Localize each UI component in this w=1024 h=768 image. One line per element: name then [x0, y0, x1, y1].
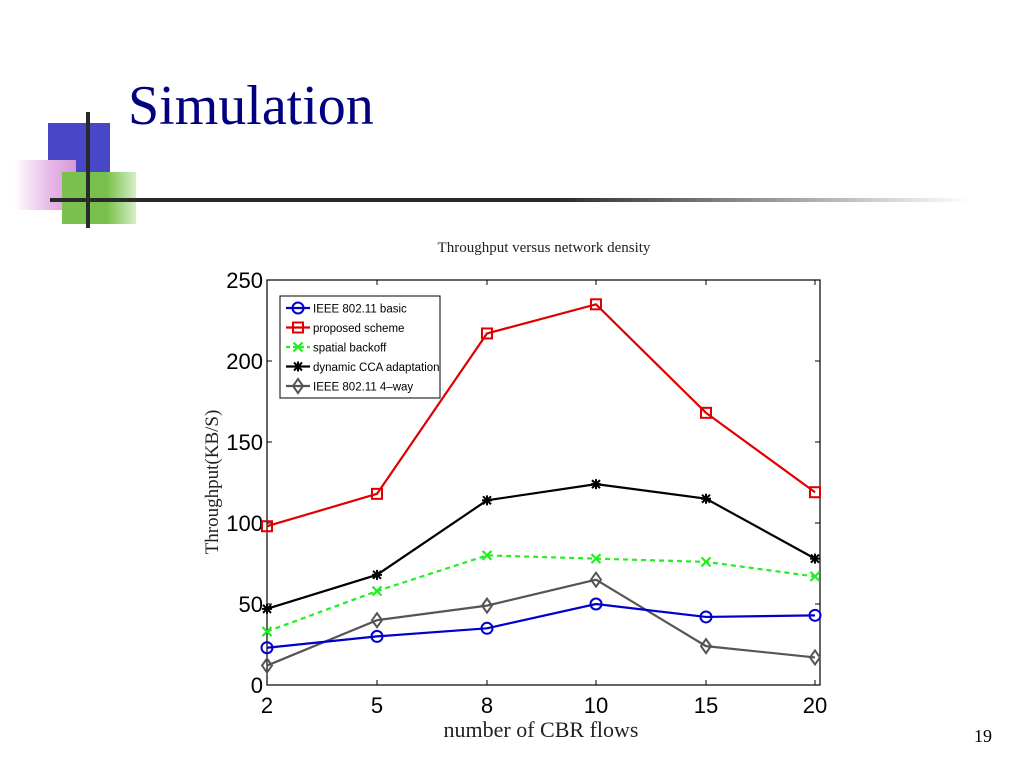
- data-point: [261, 626, 273, 637]
- x-tick-label: 15: [694, 693, 718, 718]
- data-point: [260, 641, 274, 655]
- y-tick-label: 200: [226, 349, 263, 374]
- y-tick-label: 100: [226, 511, 263, 536]
- data-point: [701, 493, 711, 504]
- x-axis-label: number of CBR flows: [444, 717, 639, 742]
- data-point: [809, 571, 821, 582]
- data-point: [808, 608, 822, 622]
- legend-marker: [292, 341, 304, 353]
- data-point: [809, 486, 821, 499]
- series-spatial-backoff: [261, 550, 821, 637]
- y-tick-label: 250: [226, 268, 263, 293]
- y-tick-label: 0: [251, 673, 263, 698]
- data-point: [590, 553, 602, 564]
- data-point: [700, 406, 712, 419]
- data-point: [372, 569, 382, 580]
- data-point: [589, 597, 603, 611]
- series-ieee-802-11-4-way: [260, 570, 822, 675]
- legend-marker: [291, 301, 305, 315]
- series-line: [266, 554, 816, 633]
- data-point: [480, 596, 494, 615]
- y-tick-label: 150: [226, 430, 263, 455]
- chart-title: Throughput versus network density: [438, 240, 651, 256]
- x-tick-label: 8: [481, 693, 493, 718]
- legend-entry: dynamic CCA adaptation: [286, 361, 440, 374]
- data-point: [482, 495, 492, 506]
- data-point: [481, 327, 493, 340]
- legend-entry: IEEE 802.11 4–way: [286, 377, 413, 395]
- data-point: [699, 637, 713, 655]
- series-line: [266, 602, 816, 649]
- data-point: [590, 298, 602, 311]
- data-point: [480, 621, 494, 635]
- slide-title: Simulation: [128, 75, 374, 137]
- legend-marker: [293, 361, 303, 372]
- legend-label: IEEE 802.11 4–way: [313, 382, 413, 394]
- series-dynamic-cca-adaptation: [262, 479, 820, 614]
- data-point: [370, 629, 384, 643]
- plot-frame: [266, 279, 821, 686]
- series-proposed-scheme: [261, 298, 821, 533]
- series-line: [266, 303, 816, 528]
- legend-entry: IEEE 802.11 basic: [286, 301, 407, 316]
- legend-box: [279, 295, 441, 399]
- legend-marker: [291, 377, 305, 395]
- legend-entry: proposed scheme: [286, 321, 404, 335]
- series-ieee-802-11-basic: [260, 597, 822, 655]
- x-tick-label: 2: [261, 693, 273, 718]
- data-point: [481, 550, 493, 561]
- legend-label: dynamic CCA adaptation: [313, 362, 440, 374]
- data-point: [808, 648, 822, 667]
- data-point: [591, 479, 601, 490]
- y-axis-label: Throughput(KB/S): [202, 410, 223, 555]
- data-point: [700, 556, 712, 568]
- x-tick-label: 5: [371, 693, 383, 718]
- data-point: [260, 656, 274, 675]
- decor-vertical-line: [86, 112, 90, 228]
- legend-label: IEEE 802.11 basic: [313, 304, 407, 316]
- legend: IEEE 802.11 basic proposed scheme spatial …: [279, 295, 441, 399]
- data-point: [371, 585, 383, 597]
- series-line: [266, 483, 816, 610]
- data-point: [589, 570, 603, 589]
- series-layer: [260, 298, 822, 675]
- x-axis: 2 5 8 10 15 20: [261, 280, 827, 718]
- data-point: [261, 520, 273, 533]
- legend-label: proposed scheme: [313, 323, 404, 335]
- page-number: 19: [974, 726, 992, 746]
- y-tick-label: 50: [239, 592, 263, 617]
- data-point: [370, 611, 384, 629]
- legend-entry: spatial backoff: [286, 341, 387, 355]
- legend-marker: [292, 321, 304, 334]
- data-point: [699, 610, 713, 624]
- x-tick-label: 10: [584, 693, 608, 718]
- x-tick-label: 20: [803, 693, 827, 718]
- data-point: [371, 487, 383, 500]
- decor-horizontal-line: [50, 198, 970, 202]
- legend-label: spatial backoff: [313, 343, 387, 355]
- series-line: [266, 578, 816, 667]
- data-point: [810, 553, 820, 564]
- y-axis: 0 50 100 150 200 250: [226, 268, 820, 698]
- data-point: [262, 603, 272, 614]
